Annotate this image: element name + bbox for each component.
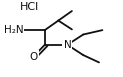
Text: HCl: HCl (20, 2, 39, 12)
Text: N: N (63, 40, 71, 50)
Text: H₂N: H₂N (4, 25, 23, 35)
Text: O: O (29, 52, 38, 62)
